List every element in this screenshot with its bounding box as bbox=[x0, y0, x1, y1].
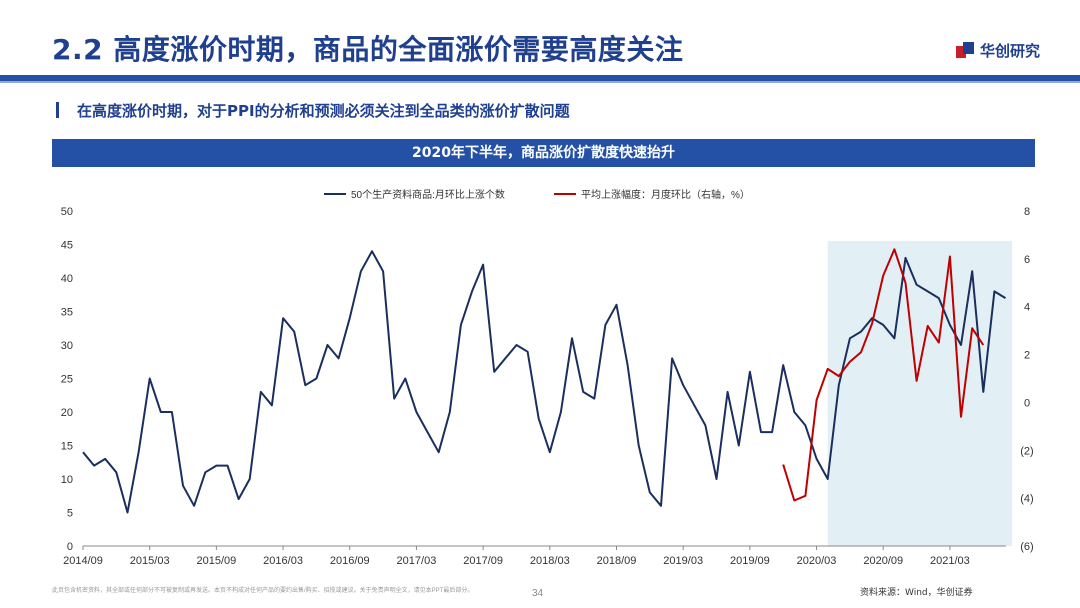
subtitle-marker bbox=[56, 102, 59, 118]
x-tick-label: 2017/09 bbox=[463, 555, 503, 567]
y-left-tick-label: 40 bbox=[61, 273, 73, 285]
x-tick-label: 2015/09 bbox=[196, 555, 236, 567]
x-tick-label: 2016/03 bbox=[263, 555, 303, 567]
subtitle-text: 在高度涨价时期，对于PPI的分析和预测必须关注到全品类的涨价扩散问题 bbox=[77, 102, 570, 120]
chart-title-banner: 2020年下半年，商品涨价扩散度快速抬升 bbox=[52, 139, 1035, 167]
line-chart: 0 5 10 15 20 25 30 35 40 45 50 (6) (4) (2) 0 2 4 6 8 2014/0… bbox=[61, 188, 1034, 567]
header-divider-light bbox=[0, 81, 1080, 83]
y-right-tick-label: 4 bbox=[1024, 302, 1030, 314]
x-tick-label: 2017/03 bbox=[397, 555, 437, 567]
y-left-tick-label: 35 bbox=[61, 307, 73, 319]
x-tick-label: 2021/03 bbox=[930, 555, 970, 567]
y-left-tick-label: 30 bbox=[61, 340, 73, 352]
y-right-tick-label: 2 bbox=[1024, 350, 1030, 362]
y-right-tick-label: (4) bbox=[1020, 493, 1033, 505]
x-tick-label: 2020/03 bbox=[797, 555, 837, 567]
y-right-tick-label: (2) bbox=[1020, 445, 1033, 457]
x-tick-label: 2019/09 bbox=[730, 555, 770, 567]
page-number: 34 bbox=[532, 588, 544, 599]
y-right-tick-label: 6 bbox=[1024, 254, 1030, 266]
y-left-tick-label: 25 bbox=[61, 374, 73, 386]
y-left-tick-label: 15 bbox=[61, 441, 73, 453]
logo-text: 华创研究 bbox=[979, 42, 1040, 60]
series-line-rising-count bbox=[82, 250, 1007, 514]
series-line-avg-rise bbox=[782, 248, 985, 502]
y-left-tick-label: 45 bbox=[61, 240, 73, 252]
y-left-tick-label: 0 bbox=[67, 541, 73, 553]
y-right-tick-label: (6) bbox=[1020, 541, 1033, 553]
y-right-tick-label: 0 bbox=[1024, 397, 1030, 409]
y-left-tick-label: 20 bbox=[61, 407, 73, 419]
section-subtitle: 在高度涨价时期，对于PPI的分析和预测必须关注到全品类的涨价扩散问题 bbox=[56, 100, 570, 121]
legend-label: 平均上涨幅度：月度环比（右轴，%） bbox=[581, 188, 750, 201]
header-divider bbox=[0, 75, 1080, 81]
x-tick-label: 2018/03 bbox=[530, 555, 570, 567]
disclaimer: 此页包含机密资料，其全部或任何部分不可被复制或再发送。本页不构成对任何产品的要约… bbox=[52, 588, 474, 594]
y-left-tick-label: 5 bbox=[67, 508, 73, 520]
data-source: 资料来源：Wind，华创证券 bbox=[860, 588, 973, 598]
shaded-period bbox=[827, 241, 1013, 546]
x-tick-label: 2014/09 bbox=[63, 555, 103, 567]
x-tick-label: 2019/03 bbox=[663, 555, 703, 567]
page-title: 2.2 高度涨价时期，商品的全面涨价需要高度关注 bbox=[52, 33, 684, 66]
x-tick-label: 2020/09 bbox=[863, 555, 903, 567]
y-left-tick-label: 10 bbox=[61, 474, 73, 486]
logo-mark-icon bbox=[955, 41, 974, 60]
y-right-tick-label: 8 bbox=[1024, 206, 1030, 218]
y-left-tick-label: 50 bbox=[61, 206, 73, 218]
x-tick-label: 2018/09 bbox=[597, 555, 637, 567]
x-tick-label: 2015/03 bbox=[130, 555, 170, 567]
x-tick-label: 2016/09 bbox=[330, 555, 370, 567]
company-logo: 华创研究 bbox=[955, 40, 1040, 61]
legend-label: 50个生产资料商品:月环比上涨个数 bbox=[351, 188, 505, 201]
